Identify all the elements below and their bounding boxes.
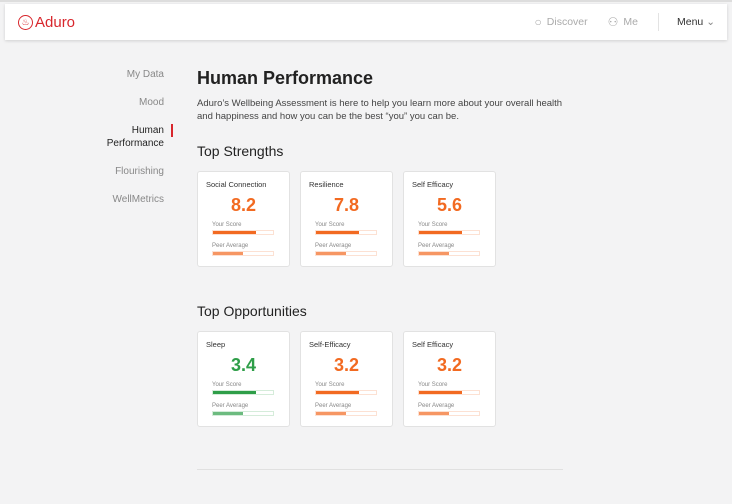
score-value: 3.2 xyxy=(333,355,360,375)
card-title: Self-Efficacy xyxy=(309,340,351,349)
peer-average-bar xyxy=(315,411,377,416)
sidebar-item-wellmetrics[interactable]: WellMetrics xyxy=(112,194,164,205)
your-score-label: Your Score xyxy=(418,222,448,228)
peer-average-fill xyxy=(213,412,243,415)
your-score-bar xyxy=(212,230,274,235)
card-title: Self Efficacy xyxy=(412,180,454,189)
brand-logo[interactable]: ♨ Aduro xyxy=(18,14,75,31)
search-icon: ○ xyxy=(534,15,542,29)
score-card[interactable]: Social Connection 8.2 Your Score Peer Av… xyxy=(197,171,290,267)
peer-average-fill xyxy=(316,412,346,415)
strengths-heading: Top Strengths xyxy=(197,143,284,159)
intro-text: Aduro’s Wellbeing Assessment is here to … xyxy=(197,98,563,122)
peer-average-bar xyxy=(418,251,480,256)
peer-average-bar xyxy=(212,251,274,256)
card-title: Self Efficacy xyxy=(412,340,454,349)
user-icon: ⚇ xyxy=(607,15,619,29)
page-title: Human Performance xyxy=(197,68,374,88)
card-title: Social Connection xyxy=(206,180,267,189)
score-card[interactable]: Self-Efficacy 3.2 Your Score Peer Averag… xyxy=(300,331,393,427)
your-score-fill xyxy=(213,391,257,394)
top-header: ♨ Aduro ○ Discover ⚇ Me Menu ⌄ xyxy=(5,4,727,40)
score-card[interactable]: Resilience 7.8 Your Score Peer Average xyxy=(300,171,393,267)
your-score-label: Your Score xyxy=(212,382,242,388)
divider xyxy=(658,13,659,31)
your-score-label: Your Score xyxy=(315,382,345,388)
peer-average-label: Peer Average xyxy=(315,243,352,249)
brand-name: Aduro xyxy=(35,13,76,31)
flame-icon: ♨ xyxy=(18,14,33,30)
menu-label: Menu xyxy=(677,16,704,28)
score-value: 8.2 xyxy=(230,195,257,215)
sidebar-item-human-performance[interactable]: Human Performance xyxy=(104,124,173,150)
score-value: 5.6 xyxy=(436,195,463,215)
your-score-fill xyxy=(419,391,463,394)
your-score-bar xyxy=(315,230,377,235)
discover-link[interactable]: ○ Discover xyxy=(535,15,588,29)
discover-label: Discover xyxy=(546,16,588,28)
chevron-down-icon: ⌄ xyxy=(706,16,715,28)
card-title: Sleep xyxy=(206,340,226,349)
sidebar-item-my-data[interactable]: My Data xyxy=(126,69,164,80)
peer-average-fill xyxy=(419,252,449,255)
sidebar-item-flourishing[interactable]: Flourishing xyxy=(115,166,164,177)
your-score-fill xyxy=(419,231,463,234)
divider xyxy=(197,469,563,470)
peer-average-label: Peer Average xyxy=(418,403,455,409)
peer-average-label: Peer Average xyxy=(315,403,352,409)
peer-average-fill xyxy=(316,252,346,255)
card-title: Resilience xyxy=(309,180,344,189)
your-score-bar xyxy=(315,390,377,395)
score-card[interactable]: Self Efficacy 3.2 Your Score Peer Averag… xyxy=(403,331,496,427)
peer-average-fill xyxy=(213,252,243,255)
your-score-fill xyxy=(316,391,360,394)
your-score-label: Your Score xyxy=(212,222,242,228)
peer-average-bar xyxy=(315,251,377,256)
your-score-bar xyxy=(418,230,480,235)
menu-button[interactable]: Menu ⌄ xyxy=(677,16,715,28)
your-score-label: Your Score xyxy=(315,222,345,228)
opportunities-heading: Top Opportunities xyxy=(197,303,307,319)
your-score-bar xyxy=(212,390,274,395)
peer-average-bar xyxy=(212,411,274,416)
score-value: 7.8 xyxy=(333,195,360,215)
your-score-fill xyxy=(213,231,257,234)
peer-average-fill xyxy=(419,412,449,415)
score-value: 3.4 xyxy=(230,355,257,375)
your-score-fill xyxy=(316,231,360,234)
opportunities-cards: Sleep 3.4 Your Score Peer Average Self-E… xyxy=(197,331,567,427)
me-label: Me xyxy=(623,16,638,28)
score-card[interactable]: Sleep 3.4 Your Score Peer Average xyxy=(197,331,290,427)
peer-average-label: Peer Average xyxy=(418,243,455,249)
score-value: 3.2 xyxy=(436,355,463,375)
sidebar: My Data Mood Human Performance Flourishi… xyxy=(104,68,173,221)
strengths-cards: Social Connection 8.2 Your Score Peer Av… xyxy=(197,171,567,267)
your-score-label: Your Score xyxy=(418,382,448,388)
peer-average-label: Peer Average xyxy=(212,243,249,249)
score-card[interactable]: Self Efficacy 5.6 Your Score Peer Averag… xyxy=(403,171,496,267)
your-score-bar xyxy=(418,390,480,395)
peer-average-bar xyxy=(418,411,480,416)
sidebar-item-mood[interactable]: Mood xyxy=(138,97,164,108)
me-link[interactable]: ⚇ Me xyxy=(608,15,638,29)
peer-average-label: Peer Average xyxy=(212,403,249,409)
